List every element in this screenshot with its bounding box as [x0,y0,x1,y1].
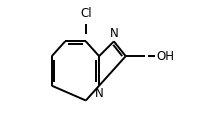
Text: Cl: Cl [80,7,92,20]
Text: OH: OH [157,50,175,63]
Text: N: N [109,28,118,40]
Text: N: N [95,87,104,100]
